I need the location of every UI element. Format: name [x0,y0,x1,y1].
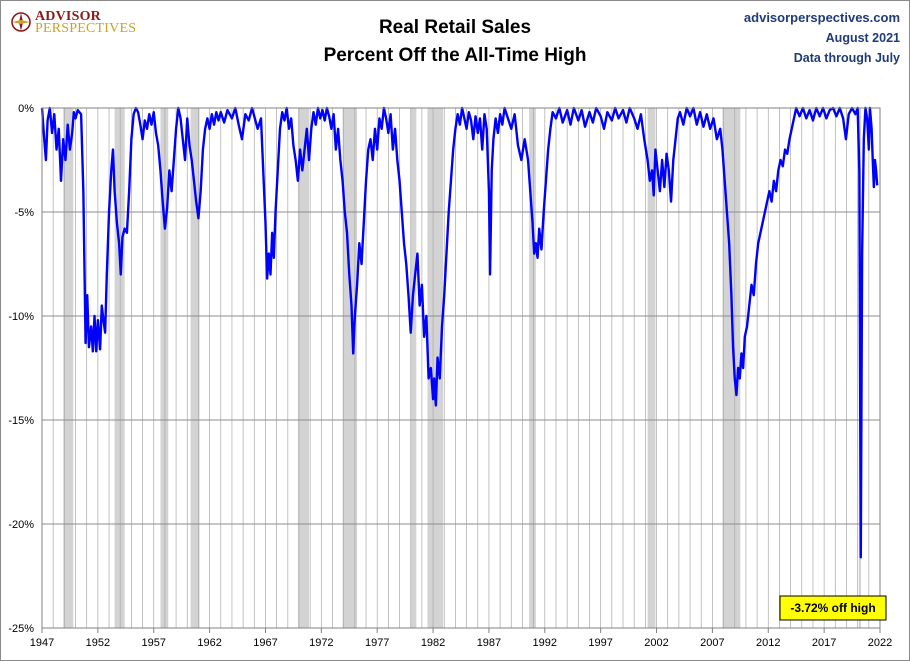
recession-band [297,108,310,628]
recession-band [160,108,169,628]
plot-border [41,107,881,629]
x-tick-label: 1957 [141,637,165,649]
x-tick-label: 1987 [477,637,501,649]
callout-text: -3.72% off high [790,601,875,615]
recession-band [647,108,656,628]
source-note: Data through July [793,51,900,65]
x-tick-label: 1962 [197,637,221,649]
y-axis-ticks: 0% -5% -10% -15% -20% -25% [8,103,34,635]
x-tick-label: 1947 [30,637,54,649]
recession-band [427,108,444,628]
y-tick-label: -10% [8,311,34,323]
x-axis-ticks: 1947 1952 1957 1962 1967 1972 1977 1982 1987 1992… [30,628,892,649]
y-tick-label: 0% [18,103,34,115]
x-tick-label: 2022 [868,637,892,649]
source-date: August 2021 [825,31,900,45]
chart-title-line2: Percent Off the All-Time High [323,45,587,66]
recession-band [114,108,125,628]
callout-box [779,595,887,621]
compass-icon [11,12,31,32]
x-tick-label: 2007 [700,637,724,649]
recession-band [529,108,536,628]
annotation-callout: -3.72% off high [779,595,887,621]
y-tick-label: -20% [8,519,34,531]
x-tick-label: 1972 [309,637,333,649]
x-tick-label: 1997 [588,637,612,649]
x-tick-label: 2002 [644,637,668,649]
y-tick-label: -15% [8,415,34,427]
y-tick-label: -5% [14,207,34,219]
x-tick-label: 1967 [253,637,277,649]
logo: ADVISOR PERSPECTIVES [10,9,140,37]
x-tick-label: 1952 [86,637,110,649]
x-tick-label: 1982 [421,637,445,649]
recession-band [722,108,741,628]
source-site: advisorperspectives.com [743,10,900,25]
x-tick-label: 2017 [812,637,836,649]
logo-text-line1: ADVISOR [35,9,101,24]
recession-band [410,108,417,628]
chart-title: Real Retail Sales Percent Off the All-Ti… [0,14,910,70]
recession-bands [63,108,862,628]
recession-band [190,108,200,628]
x-tick-label: 1992 [533,637,557,649]
series-layer [40,106,879,559]
chart-title-line1: Real Retail Sales [378,17,532,38]
source-block: advisorperspectives.com August 2021 Data… [744,8,900,68]
x-tick-label: 1977 [365,637,389,649]
series-line [40,106,879,559]
x-tick-label: 2012 [756,637,780,649]
recession-band [63,108,74,628]
y-tick-label: -25% [8,623,34,635]
logo-text-line2: PERSPECTIVES [35,21,137,36]
